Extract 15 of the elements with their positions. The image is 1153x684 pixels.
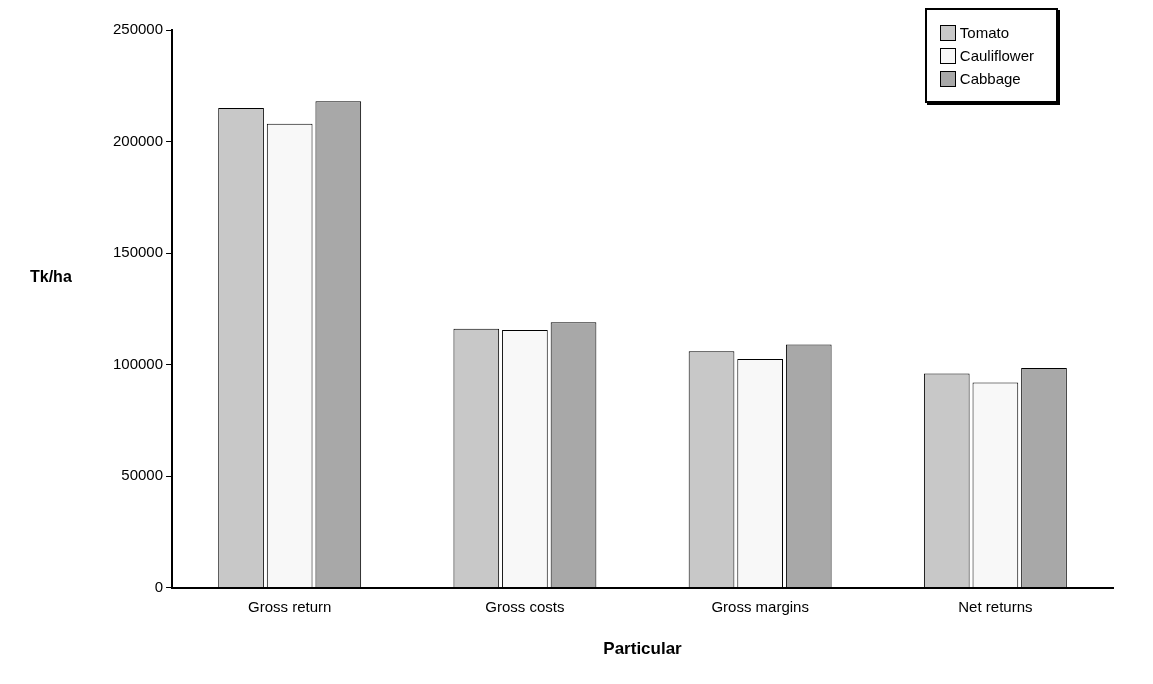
legend-label: Tomato bbox=[959, 24, 1009, 41]
y-tick-label: 50000 bbox=[121, 466, 164, 484]
y-tick-label: 0 bbox=[154, 577, 164, 595]
legend-label: Cauliflower bbox=[959, 47, 1034, 64]
y-axis-title: Tk/ha bbox=[30, 268, 72, 286]
y-tick-label: 100000 bbox=[112, 354, 164, 372]
x-tick-label: Net returns bbox=[958, 597, 1033, 615]
x-tick-label: Gross return bbox=[247, 597, 332, 615]
y-tick-label: 200000 bbox=[112, 131, 164, 149]
x-tick-label: Gross costs bbox=[485, 597, 565, 615]
y-tick-label: 250000 bbox=[112, 20, 164, 38]
x-tick-label: Gross margins bbox=[711, 597, 809, 615]
x-axis-title: Particular bbox=[603, 639, 683, 659]
legend-label: Cabbage bbox=[959, 70, 1021, 87]
y-tick-label: 150000 bbox=[112, 243, 164, 261]
